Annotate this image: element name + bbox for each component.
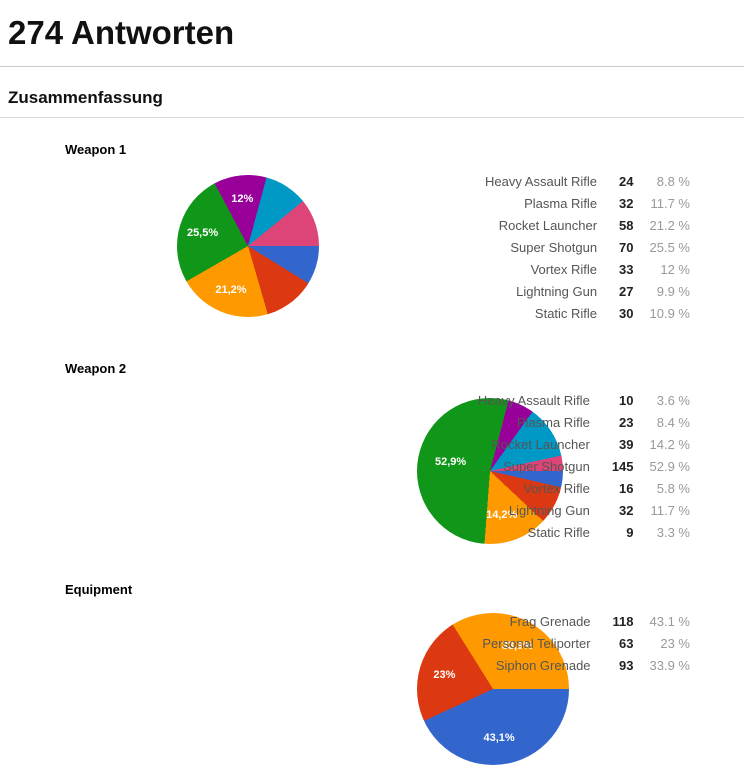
table-row: Plasma Rifle 32 11.7 %	[485, 193, 690, 215]
answer-label: Super Shotgun	[503, 459, 590, 474]
answer-count: 30	[619, 306, 634, 321]
table-row: Plasma Rifle 23 8.4 %	[478, 412, 690, 434]
pie-slice-label: 43,1%	[483, 731, 515, 744]
pie-chart-equipment: 43,1% 23% 33,9%	[417, 613, 569, 765]
answer-label: Frag Grenade	[509, 614, 591, 629]
pie-slice-label: 14,2%	[486, 508, 518, 521]
answer-label: Plasma Rifle	[516, 415, 590, 430]
answer-label: Rocket Launcher	[491, 437, 590, 452]
pie-slice-label: 21,2%	[215, 284, 247, 297]
answer-percent: 23 %	[660, 636, 690, 651]
question-title: Weapon 1	[65, 142, 127, 157]
answer-count: 93	[619, 658, 634, 673]
summary-header: Zusammenfassung	[0, 67, 744, 118]
answer-label: Rocket Launcher	[498, 218, 598, 233]
answer-count: 39	[619, 437, 634, 452]
answer-percent: 25.5 %	[649, 240, 690, 255]
table-row: Heavy Assault Rifle 10 3.6 %	[478, 390, 690, 412]
results-table-equipment: Frag Grenade 118 43.1 % Personal Telipor…	[482, 611, 690, 677]
answer-count: 33	[619, 262, 634, 277]
table-row: Vortex Rifle 33 12 %	[485, 259, 690, 281]
pie-slice-label: 52,9%	[434, 456, 467, 469]
answer-label: Plasma Rifle	[524, 196, 598, 211]
answer-label: Static Rifle	[527, 525, 590, 540]
table-row: Heavy Assault Rifle 24 8.8 %	[485, 171, 690, 193]
pie-slice-label: 25,5%	[186, 227, 219, 240]
summary-heading: Zusammenfassung	[8, 88, 163, 107]
answer-percent: 3.6 %	[656, 393, 690, 408]
table-row: Rocket Launcher 58 21.2 %	[485, 215, 690, 237]
table-row: Static Rifle 9 3.3 %	[478, 522, 690, 544]
question-section-weapon-2: Weapon 2 52,9% 14,2% Heavy Assault Rifle…	[65, 361, 690, 548]
pie-slice-label: 12%	[231, 193, 254, 206]
answer-label: Lightning Gun	[516, 284, 598, 299]
answer-count: 9	[626, 525, 634, 540]
question-section-equipment: Equipment 43,1% 23% 33,9% Frag Grenade 1…	[65, 582, 690, 769]
answer-percent: 33.9 %	[649, 658, 690, 673]
answer-count: 32	[619, 196, 634, 211]
answer-percent: 9.9 %	[656, 284, 690, 299]
table-row: Static Rifle 30 10.9 %	[485, 303, 690, 325]
answer-percent: 11.7 %	[650, 196, 690, 211]
answer-percent: 8.8 %	[656, 174, 690, 189]
table-row: Siphon Grenade 93 33.9 %	[482, 655, 690, 677]
answer-count: 16	[619, 481, 634, 496]
answer-label: Siphon Grenade	[495, 658, 591, 673]
answer-label: Heavy Assault Rifle	[485, 174, 598, 189]
summary-content: Weapon 1 25,5% 21,2% 12% Heavy Assault R…	[0, 142, 744, 769]
results-table-weapon-2: Heavy Assault Rifle 10 3.6 % Plasma Rifl…	[478, 390, 690, 544]
answer-label: Heavy Assault Rifle	[477, 393, 590, 408]
answer-count: 27	[619, 284, 634, 299]
table-row: Personal Teliporter 63 23 %	[482, 633, 690, 655]
answer-percent: 5.8 %	[656, 481, 690, 496]
table-row: Super Shotgun 145 52.9 %	[478, 456, 690, 478]
answer-label: Personal Teliporter	[482, 636, 591, 651]
table-row: Lightning Gun 27 9.9 %	[485, 281, 690, 303]
question-section-weapon-1: Weapon 1 25,5% 21,2% 12% Heavy Assault R…	[65, 142, 690, 333]
pie-chart-weapon-1: 25,5% 21,2% 12%	[177, 175, 319, 317]
answer-percent: 3.3 %	[656, 525, 690, 540]
answer-count: 145	[611, 459, 634, 474]
answer-label: Lightning Gun	[508, 503, 590, 518]
page-title: 274 Antworten	[8, 14, 235, 51]
chart-row: 25,5% 21,2% 12% Heavy Assault Rifle 24 8…	[65, 171, 690, 333]
results-table-weapon-1: Heavy Assault Rifle 24 8.8 % Plasma Rifl…	[485, 171, 690, 325]
question-title: Weapon 2	[65, 361, 127, 376]
table-row: Lightning Gun 32 11.7 %	[478, 500, 690, 522]
pie-slice-label: 23%	[433, 669, 456, 682]
table-row: Frag Grenade 118 43.1 %	[482, 611, 690, 633]
answer-count: 70	[619, 240, 634, 255]
answer-percent: 43.1 %	[649, 614, 690, 629]
table-row: Rocket Launcher 39 14.2 %	[478, 434, 690, 456]
answer-percent: 12 %	[660, 262, 690, 277]
answer-count: 23	[619, 415, 634, 430]
answer-percent: 10.9 %	[649, 306, 690, 321]
table-row: Vortex Rifle 16 5.8 %	[478, 478, 690, 500]
table-row: Super Shotgun 70 25.5 %	[485, 237, 690, 259]
answer-percent: 11.7 %	[650, 503, 690, 518]
answer-label: Static Rifle	[534, 306, 598, 321]
answer-count: 10	[619, 393, 634, 408]
answer-label: Super Shotgun	[510, 240, 598, 255]
question-title: Equipment	[65, 582, 133, 597]
answer-percent: 21.2 %	[649, 218, 690, 233]
pie-chart-weapon-2: 52,9% 14,2%	[417, 398, 563, 544]
answer-count: 58	[619, 218, 634, 233]
chart-row: 52,9% 14,2% Heavy Assault Rifle 10 3.6 %…	[65, 390, 690, 548]
header: 274 Antworten	[0, 8, 744, 67]
answer-count: 24	[619, 174, 634, 189]
answer-label: Vortex Rifle	[523, 481, 590, 496]
answer-count: 32	[619, 503, 634, 518]
answer-label: Vortex Rifle	[530, 262, 598, 277]
pie-slice-label: 33,9%	[501, 640, 533, 653]
answer-count: 63	[619, 636, 634, 651]
answer-percent: 8.4 %	[656, 415, 690, 430]
answer-percent: 52.9 %	[649, 459, 690, 474]
answer-count: 118	[612, 614, 634, 629]
answer-percent: 14.2 %	[649, 437, 690, 452]
chart-row: 43,1% 23% 33,9% Frag Grenade 118 43.1 % …	[65, 611, 690, 769]
